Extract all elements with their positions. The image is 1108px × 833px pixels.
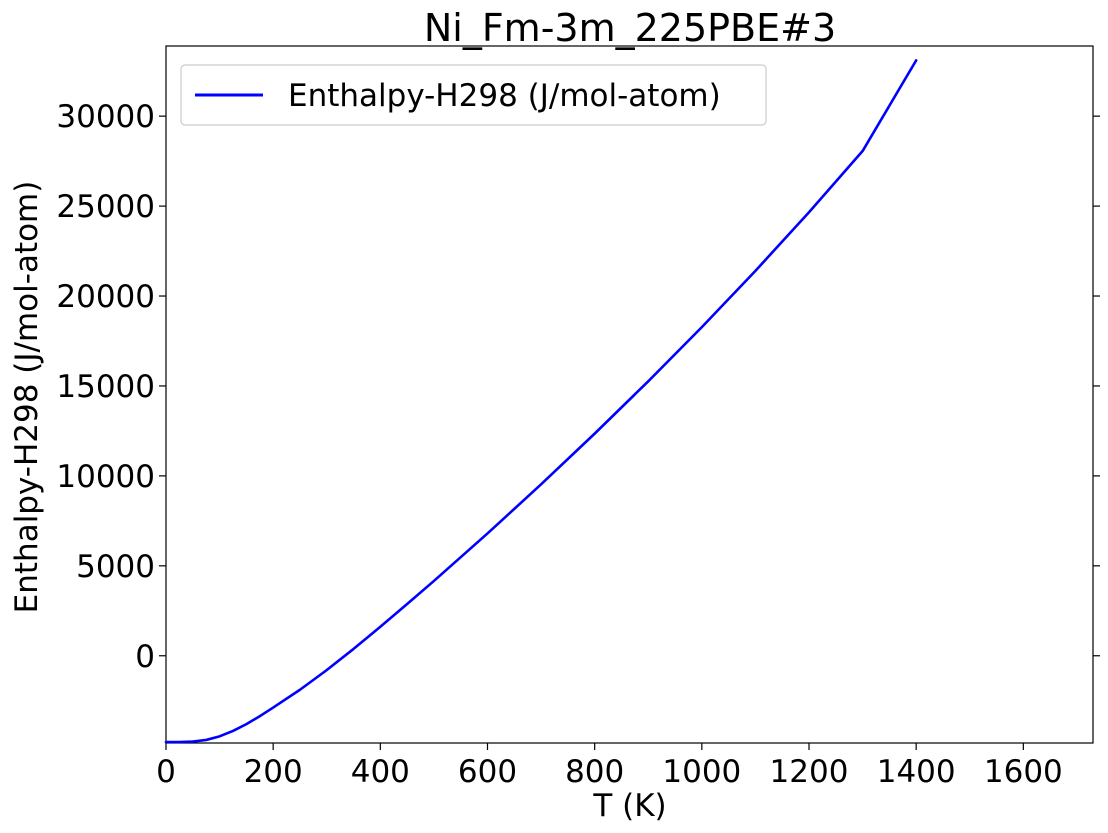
- x-tick-label: 200: [244, 754, 303, 790]
- x-tick-label: 600: [458, 754, 517, 790]
- y-tick-label: 10000: [56, 459, 155, 495]
- x-tick-label: 1600: [984, 754, 1063, 790]
- y-tick-label: 25000: [56, 189, 155, 225]
- x-tick-label: 1000: [662, 754, 741, 790]
- plot-frame: [165, 45, 1094, 744]
- y-axis-ticks: 0 5000 10000 15000 20000 25000 30000: [56, 99, 1100, 675]
- x-axis-label: T (K): [592, 788, 666, 824]
- x-tick-label: 800: [565, 754, 624, 790]
- x-tick-label: 400: [351, 754, 410, 790]
- chart-title: Ni_Fm-3m_225PBE#3: [424, 6, 836, 50]
- y-axis-label: Enthalpy-H298 (J/mol-atom): [9, 181, 45, 614]
- series-line-enthalpy: [164, 59, 918, 744]
- legend: Enthalpy-H298 (J/mol-atom): [180, 64, 767, 126]
- x-tick-label: 1200: [770, 754, 849, 790]
- series-layer: [164, 59, 918, 744]
- x-axis-ticks: 0 200 400 600 800 1000 1200 1400 1600: [156, 743, 1063, 790]
- y-tick-label: 30000: [56, 99, 155, 135]
- legend-label: Enthalpy-H298 (J/mol-atom): [288, 78, 721, 114]
- plot-area: 0 200 400 600 800 1000 1200 1400 1600 0 5000 10000…: [56, 45, 1100, 790]
- y-tick-label: 15000: [56, 369, 155, 405]
- legend-box: [180, 64, 767, 126]
- y-tick-label: 5000: [76, 549, 155, 585]
- y-tick-label: 20000: [56, 279, 155, 315]
- x-tick-label: 0: [156, 754, 176, 790]
- x-tick-label: 1400: [877, 754, 956, 790]
- y-tick-label: 0: [135, 639, 155, 675]
